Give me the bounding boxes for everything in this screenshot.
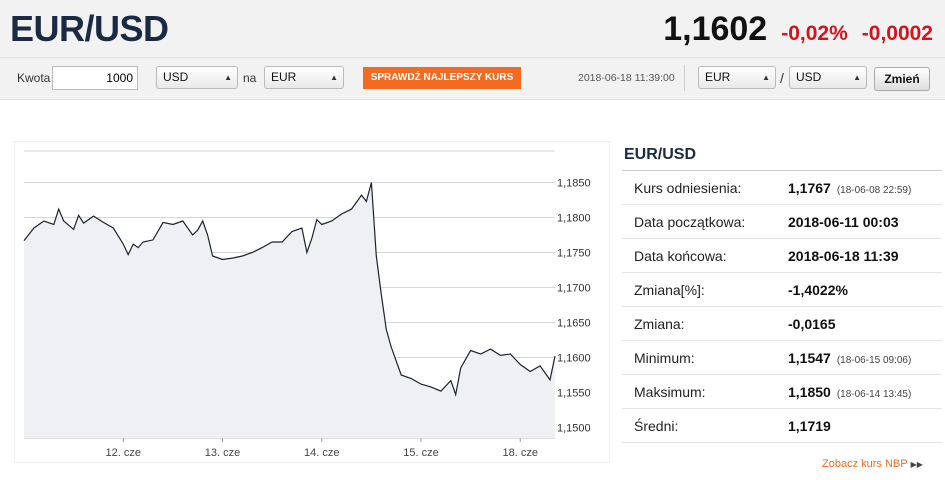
stats-panel: EUR/USD Kurs odniesienia: 1,1767 (18-06-08… [622,141,942,443]
amount-input[interactable] [52,66,138,90]
x-tick-label: 14. cze [304,447,339,459]
to-currency-select[interactable]: EUR ▲ [264,66,344,89]
page-title: EUR/USD [10,8,169,49]
stats-value: 1,1719 [788,418,831,434]
pair-quote-select[interactable]: USD ▲ [789,66,867,89]
stats-value: 2018-06-18 11:39 [788,248,899,264]
pair-separator: / [780,70,784,86]
rate-summary: 1,1602 -0,02% -0,0002 [663,10,933,49]
header-bar: EUR/USD 1,1602 -0,02% -0,0002 Kwota USD … [0,0,945,100]
stats-value: 1,1767 (18-06-08 22:59) [788,180,911,196]
pair-quote-value: USD [796,70,822,84]
y-tick-label: 1,1500 [557,423,591,435]
amount-label: Kwota [17,71,51,85]
stats-value: -1,4022% [788,282,848,298]
y-tick-label: 1,1700 [557,283,591,295]
stats-row: Zmiana: -0,0165 [622,307,942,341]
rate-chart: 1,1500 1,1550 1,1600 1,1650 1,1700 1,1750 1,18… [13,140,611,464]
stats-value-main: -1,4022% [788,282,848,298]
double-triangle-right-icon: ▶▶ [910,460,923,469]
stats-label: Zmiana: [634,316,685,332]
stats-label: Data początkowa: [634,214,746,230]
stats-value: 2018-06-11 00:03 [788,214,899,230]
change-absolute: -0,0002 [861,22,933,45]
stats-value-time: (18-06-14 13:45) [836,389,912,400]
pair-base-value: EUR [705,70,731,84]
header-divider [0,57,945,58]
pair-base-select[interactable]: EUR ▲ [698,66,776,89]
current-rate: 1,1602 [663,10,768,48]
stats-row: Średni: 1,1719 [622,409,942,443]
x-tick-label: 12. cze [106,447,141,459]
stats-title: EUR/USD [622,141,942,171]
stats-label: Zmiana[%]: [634,282,705,298]
nbp-link-label: Zobacz kurs NBP [822,458,908,470]
stats-value-main: -0,0165 [788,316,836,332]
stats-value-time: (18-06-15 09:06) [836,355,912,366]
stats-row: Kurs odniesienia: 1,1767 (18-06-08 22:59) [622,171,942,205]
stats-value-main: 1,1719 [788,418,831,434]
select-arrows-icon: ▲ [330,73,338,82]
stats-value-main: 1,1767 [788,180,831,196]
to-currency-value: EUR [271,70,297,84]
select-arrows-icon: ▲ [853,73,861,82]
stats-value-main: 1,1547 [788,350,831,366]
y-tick-label: 1,1750 [557,248,591,260]
stats-label: Minimum: [634,350,695,366]
stats-label: Kurs odniesienia: [634,180,742,196]
converter-divider [684,65,685,91]
chart-series-line [23,182,556,397]
to-label: na [243,71,257,85]
y-tick-label: 1,1850 [557,178,591,190]
stats-row: Data początkowa: 2018-06-11 00:03 [622,205,942,239]
y-tick-label: 1,1650 [557,318,591,330]
stats-value: -0,0165 [788,316,835,332]
change-pair-button[interactable]: Zmień [874,67,930,91]
stats-value-main: 2018-06-11 00:03 [788,214,899,230]
select-arrows-icon: ▲ [762,73,770,82]
rate-timestamp: 2018-06-18 11:39:00 [578,72,675,84]
change-percent: -0,02% [781,22,848,45]
stats-label: Data końcowa: [634,248,727,264]
stats-row: Minimum: 1,1547 (18-06-15 09:06) [622,341,942,375]
stats-row: Data końcowa: 2018-06-18 11:39 [622,239,942,273]
y-tick-label: 1,1800 [557,213,591,225]
chart-area-fill [24,182,555,438]
stats-row: Maksimum: 1,1850 (18-06-14 13:45) [622,375,942,409]
from-currency-value: USD [163,70,189,84]
rate-chart-svg: 1,1500 1,1550 1,1600 1,1650 1,1700 1,1750 1,18… [13,140,611,464]
currency-converter: Kwota USD ▲ na EUR ▲ SPRAWDŹ NAJLEPSZY K… [0,62,945,94]
stats-value: 1,1850 (18-06-14 13:45) [788,384,911,400]
stats-value: 1,1547 (18-06-15 09:06) [788,350,911,366]
x-tick-label: 13. cze [205,447,240,459]
stats-value-main: 2018-06-18 11:39 [788,248,899,264]
stats-value-time: (18-06-08 22:59) [836,185,912,196]
stats-label: Średni: [634,418,679,434]
stats-label: Maksimum: [634,384,706,400]
stats-row: Zmiana[%]: -1,4022% [622,273,942,307]
select-arrows-icon: ▲ [224,73,232,82]
nbp-rate-link[interactable]: Zobacz kurs NBP ▶▶ [822,458,923,470]
stats-value-main: 1,1850 [788,384,831,400]
from-currency-select[interactable]: USD ▲ [156,66,238,89]
best-rate-button[interactable]: SPRAWDŹ NAJLEPSZY KURS [363,67,521,89]
y-tick-label: 1,1600 [557,353,591,365]
x-tick-label: 18. cze [503,447,538,459]
y-tick-label: 1,1550 [557,388,591,400]
x-tick-label: 15. cze [403,447,438,459]
